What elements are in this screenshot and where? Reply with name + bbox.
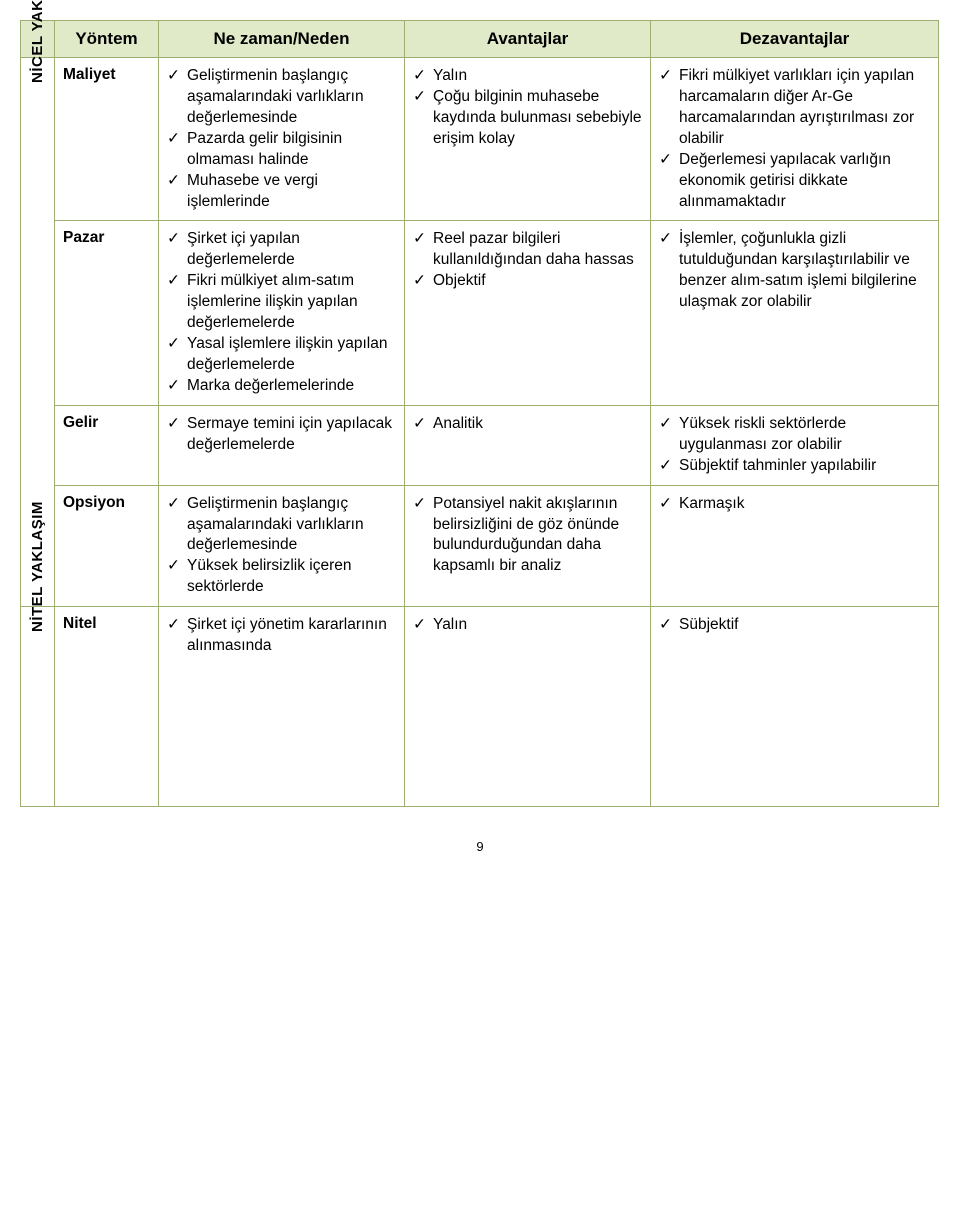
opsiyon-when: ✓Geliştirmenin başlangıç aşamalarındaki …	[159, 485, 405, 607]
list-item: Potansiyel nakit akışlarının belirsizliğ…	[433, 495, 619, 575]
list-item: Objektif	[433, 272, 486, 289]
row-gelir: Gelir ✓Sermaye temini için yapılacak değ…	[21, 405, 939, 485]
check-icon: ✓	[167, 129, 187, 150]
row-opsiyon: Opsiyon ✓Geliştirmenin başlangıç aşamala…	[21, 485, 939, 607]
check-icon: ✓	[167, 229, 187, 250]
method-pazar: Pazar	[55, 221, 159, 405]
list-item: Yalın	[433, 616, 467, 633]
list-item: Muhasebe ve vergi işlemlerinde	[187, 172, 318, 210]
maliyet-dis: ✓Fikri mülkiyet varlıkları için yapılan …	[651, 58, 939, 221]
check-icon: ✓	[167, 556, 187, 577]
check-icon: ✓	[659, 615, 679, 636]
check-icon: ✓	[167, 376, 187, 397]
check-icon: ✓	[167, 66, 187, 87]
list-item: Analitik	[433, 415, 483, 432]
opsiyon-adv: ✓Potansiyel nakit akışlarının belirsizli…	[405, 485, 651, 607]
list-item: Sübjektif tahminler yapılabilir	[679, 457, 876, 474]
check-icon: ✓	[167, 271, 187, 292]
check-icon: ✓	[659, 66, 679, 87]
list-item: İşlemler, çoğunlukla gizli tutulduğundan…	[679, 230, 917, 310]
row-pazar: Pazar ✓Şirket içi yapılan değerlemelerde…	[21, 221, 939, 405]
header-when: Ne zaman/Neden	[159, 21, 405, 58]
list-item: Yalın	[433, 67, 467, 84]
check-icon: ✓	[413, 87, 433, 108]
list-item: Şirket içi yönetim kararlarının alınması…	[187, 616, 387, 654]
list-item: Reel pazar bilgileri kullanıldığından da…	[433, 230, 634, 268]
list-item: Marka değerlemelerinde	[187, 377, 354, 394]
header-method: Yöntem	[55, 21, 159, 58]
nitel-dis: ✓Sübjektif	[651, 607, 939, 807]
maliyet-when: ✓Geliştirmenin başlangıç aşamalarındaki …	[159, 58, 405, 221]
table-header-row: Yöntem Ne zaman/Neden Avantajlar Dezavan…	[21, 21, 939, 58]
check-icon: ✓	[167, 334, 187, 355]
list-item: Geliştirmenin başlangıç aşamalarındaki v…	[187, 495, 364, 554]
maliyet-adv: ✓Yalın ✓Çoğu bilginin muhasebe kaydında …	[405, 58, 651, 221]
gelir-adv: ✓Analitik	[405, 405, 651, 485]
nitel-adv: ✓Yalın	[405, 607, 651, 807]
check-icon: ✓	[413, 271, 433, 292]
pazar-dis: ✓İşlemler, çoğunlukla gizli tutulduğunda…	[651, 221, 939, 405]
category-nitel: NİTEL YAKLAŞIM	[21, 607, 55, 807]
check-icon: ✓	[167, 414, 187, 435]
category-nitel-label: NİTEL YAKLAŞIM	[29, 615, 46, 632]
list-item: Geliştirmenin başlangıç aşamalarındaki v…	[187, 67, 364, 126]
check-icon: ✓	[413, 494, 433, 515]
list-item: Çoğu bilginin muhasebe kaydında bulunmas…	[433, 88, 642, 147]
check-icon: ✓	[659, 150, 679, 171]
list-item: Karmaşık	[679, 495, 744, 512]
gelir-dis: ✓Yüksek riskli sektörlerde uygulanması z…	[651, 405, 939, 485]
check-icon: ✓	[659, 456, 679, 477]
check-icon: ✓	[659, 229, 679, 250]
method-maliyet: Maliyet	[55, 58, 159, 221]
pazar-when: ✓Şirket içi yapılan değerlemelerde ✓Fikr…	[159, 221, 405, 405]
check-icon: ✓	[659, 494, 679, 515]
comparison-table: Yöntem Ne zaman/Neden Avantajlar Dezavan…	[20, 20, 939, 807]
page-number: 9	[20, 839, 940, 854]
pazar-adv: ✓Reel pazar bilgileri kullanıldığından d…	[405, 221, 651, 405]
check-icon: ✓	[167, 494, 187, 515]
check-icon: ✓	[659, 414, 679, 435]
check-icon: ✓	[413, 229, 433, 250]
check-icon: ✓	[167, 171, 187, 192]
row-nitel: NİTEL YAKLAŞIM Nitel ✓Şirket içi yönetim…	[21, 607, 939, 807]
list-item: Yüksek riskli sektörlerde uygulanması zo…	[679, 415, 846, 453]
method-gelir: Gelir	[55, 405, 159, 485]
row-maliyet: NİCEL YAKLAŞIM Maliyet ✓Geliştirmenin ba…	[21, 58, 939, 221]
method-nitel: Nitel	[55, 607, 159, 807]
gelir-when: ✓Sermaye temini için yapılacak değerleme…	[159, 405, 405, 485]
list-item: Pazarda gelir bilgisinin olmaması halind…	[187, 130, 342, 168]
category-nicel-label: NİCEL YAKLAŞIM	[29, 66, 46, 83]
list-item: Sübjektif	[679, 616, 738, 633]
list-item: Yüksek belirsizlik içeren sektörlerde	[187, 557, 352, 595]
opsiyon-dis: ✓Karmaşık	[651, 485, 939, 607]
list-item: Fikri mülkiyet varlıkları için yapılan h…	[679, 67, 914, 147]
nitel-when: ✓Şirket içi yönetim kararlarının alınmas…	[159, 607, 405, 807]
header-disadvantages: Dezavantajlar	[651, 21, 939, 58]
check-icon: ✓	[413, 615, 433, 636]
list-item: Yasal işlemlere ilişkin yapılan değerlem…	[187, 335, 387, 373]
list-item: Sermaye temini için yapılacak değerlemel…	[187, 415, 392, 453]
check-icon: ✓	[413, 414, 433, 435]
list-item: Değerlemesi yapılacak varlığın ekonomik …	[679, 151, 891, 210]
check-icon: ✓	[413, 66, 433, 87]
method-opsiyon: Opsiyon	[55, 485, 159, 607]
header-advantages: Avantajlar	[405, 21, 651, 58]
check-icon: ✓	[167, 615, 187, 636]
list-item: Fikri mülkiyet alım-satım işlemlerine il…	[187, 272, 358, 331]
list-item: Şirket içi yapılan değerlemelerde	[187, 230, 300, 268]
